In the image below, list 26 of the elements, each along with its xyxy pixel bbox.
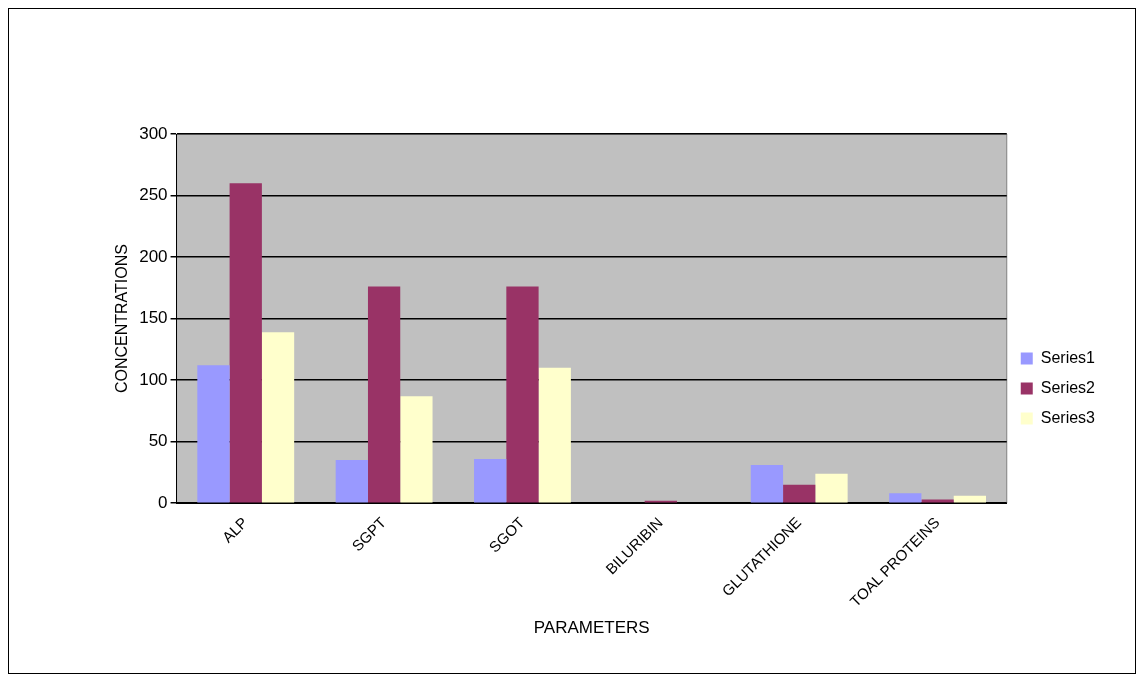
y-tick-label: 300 bbox=[139, 123, 168, 143]
bar bbox=[400, 396, 433, 503]
bar bbox=[750, 465, 784, 503]
bar bbox=[474, 458, 507, 503]
legend-label: Series1 bbox=[1040, 348, 1096, 366]
bar bbox=[783, 484, 816, 503]
bar bbox=[506, 286, 539, 503]
bar bbox=[815, 473, 848, 503]
y-tick-label: 250 bbox=[139, 185, 168, 205]
bar bbox=[953, 495, 986, 503]
y-tick-label: 100 bbox=[139, 369, 168, 389]
y-tick-label: 150 bbox=[139, 308, 168, 328]
bar bbox=[889, 493, 922, 503]
y-tick-label: 200 bbox=[139, 246, 168, 266]
bar bbox=[538, 367, 571, 503]
y-tick-label: 0 bbox=[158, 492, 168, 512]
y-tick-label: 50 bbox=[148, 431, 168, 451]
bar bbox=[261, 332, 295, 503]
bar bbox=[367, 286, 401, 503]
y-axis-title: CONCENTRATIONS bbox=[113, 244, 131, 394]
bar bbox=[229, 183, 262, 503]
bar bbox=[335, 460, 368, 503]
legend-label: Series2 bbox=[1040, 378, 1096, 396]
legend-label: Series3 bbox=[1040, 408, 1096, 426]
bar bbox=[197, 365, 230, 503]
x-axis-title: PARAMETERS bbox=[533, 618, 650, 638]
